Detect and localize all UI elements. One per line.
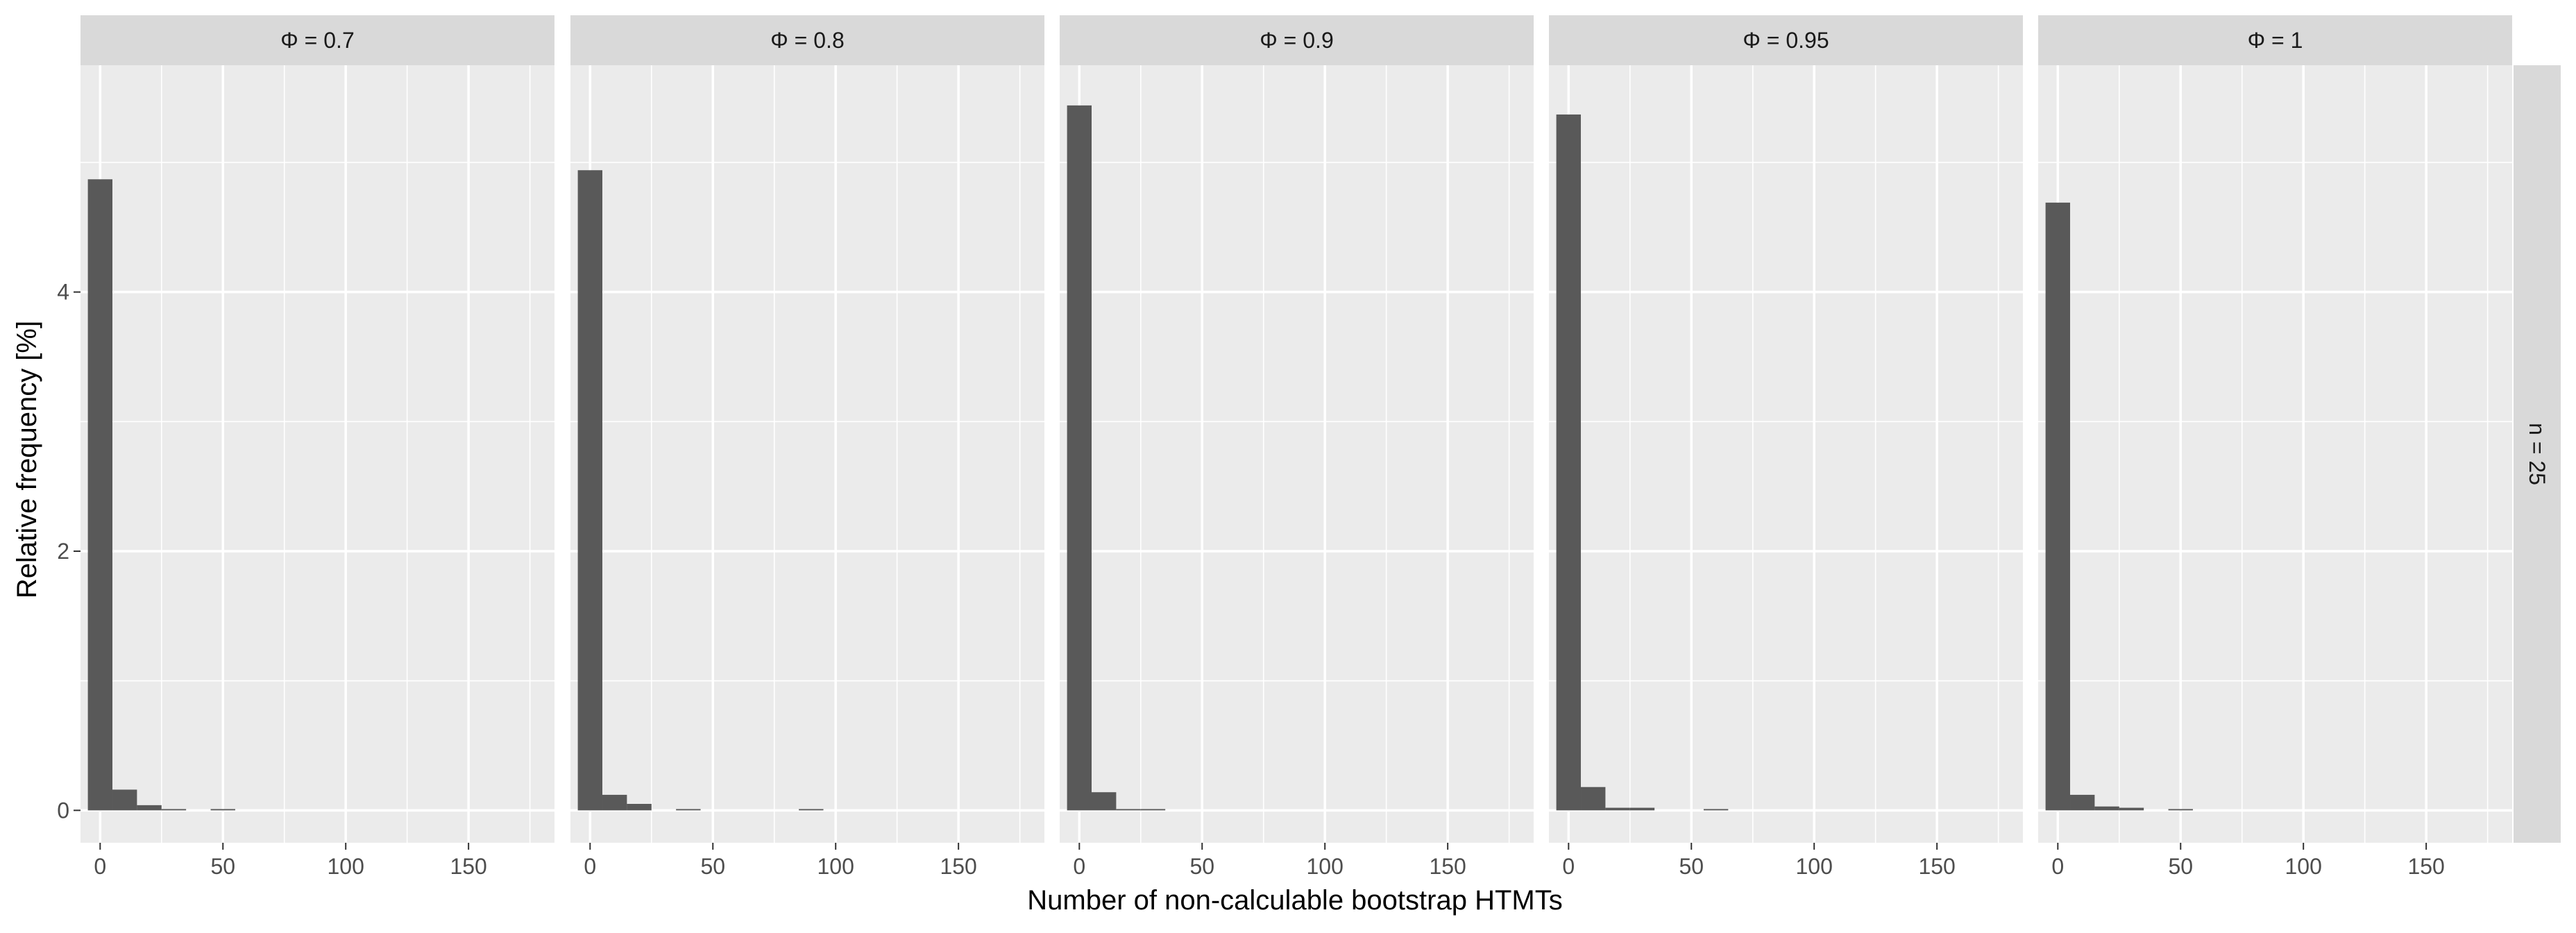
facet-panel-4: Φ = 0.95 0 50 100 150 [1549, 15, 2023, 879]
x-tick-label: 150 [1918, 854, 1955, 879]
x-tick-label: 0 [94, 854, 106, 879]
x-tick-label: 150 [1429, 854, 1466, 879]
histogram-bar [1092, 792, 1117, 811]
histogram-bar [2070, 794, 2095, 811]
facet-panel-2: Φ = 0.8 0 50 100 150 [570, 15, 1044, 879]
facet-strip-label: Φ = 1 [2248, 28, 2303, 53]
histogram-bar [676, 809, 701, 811]
y-tick-label: 0 [57, 798, 69, 823]
x-tick-label: 100 [817, 854, 854, 879]
histogram-bar [137, 805, 162, 811]
x-tick-label: 150 [450, 854, 486, 879]
histogram-bar [1140, 809, 1166, 811]
histogram-bar [1067, 105, 1092, 811]
histogram-bar [577, 170, 603, 811]
x-tick-label: 50 [2168, 854, 2193, 879]
histogram-bar [1581, 787, 1606, 811]
facet-strip-background [1549, 15, 2023, 65]
facet-panel-5: Φ = 1 0 50 100 150 [2038, 15, 2512, 879]
histogram-bar [602, 794, 627, 811]
histogram-bar [2094, 806, 2119, 811]
panel-background [1060, 65, 1534, 843]
x-tick-label: 0 [1562, 854, 1575, 879]
x-tick-label: 100 [2285, 854, 2322, 879]
x-tick-label: 50 [210, 854, 235, 879]
x-tick-label: 50 [1189, 854, 1214, 879]
facet-strip-label: Φ = 0.7 [280, 28, 354, 53]
facet-strip-label: Φ = 0.9 [1260, 28, 1333, 53]
histogram-bar [87, 179, 113, 811]
x-tick-label: 100 [328, 854, 364, 879]
histogram-bar [2045, 202, 2071, 811]
histogram-bar [2168, 809, 2193, 811]
y-tick-label: 2 [57, 539, 69, 564]
histogram-bar [1116, 809, 1141, 811]
facet-strip-right-background [2514, 65, 2561, 843]
x-tick-label: 0 [2051, 854, 2064, 879]
facet-panel-3: Φ = 0.9 0 50 100 150 [1060, 15, 1534, 879]
histogram-bar [1556, 114, 1582, 811]
histogram-bar [1605, 807, 1630, 811]
facet-strip-right: n = 25 [2514, 65, 2561, 843]
facet-strip-right-label: n = 25 [2525, 423, 2550, 485]
facet-strip-background [80, 15, 554, 65]
histogram-bar [627, 804, 652, 811]
histogram-bar [2119, 807, 2144, 811]
histogram-bar [112, 789, 137, 811]
histogram-bar [1629, 807, 1655, 811]
panel-background [2038, 65, 2512, 843]
y-tick-label: 4 [57, 280, 69, 305]
y-axis-title: Relative frequency [%] [12, 321, 42, 598]
histogram-bar [161, 809, 187, 811]
x-tick-label: 50 [1679, 854, 1704, 879]
x-tick-label: 0 [1073, 854, 1085, 879]
histogram-bar [1703, 809, 1729, 811]
panel-background [80, 65, 554, 843]
histogram-bar [210, 809, 235, 811]
facet-strip-label: Φ = 0.8 [770, 28, 844, 53]
x-tick-label: 150 [940, 854, 976, 879]
x-tick-label: 50 [700, 854, 725, 879]
facet-strip-background [1060, 15, 1534, 65]
x-tick-label: 100 [1307, 854, 1344, 879]
x-tick-label: 100 [1796, 854, 1833, 879]
facet-strip-label: Φ = 0.95 [1743, 28, 1829, 53]
panel-background [570, 65, 1044, 843]
x-tick-label: 0 [584, 854, 596, 879]
x-tick-label: 150 [2407, 854, 2444, 879]
facet-strip-background [2038, 15, 2512, 65]
panel-background [1549, 65, 2023, 843]
x-axis-title: Number of non-calculable bootstrap HTMTs [1027, 885, 1562, 916]
facet-panel-1: Φ = 0.7 0 50 100 150 0 2 4 [57, 15, 554, 879]
histogram-bar [799, 809, 824, 811]
facet-strip-background [570, 15, 1044, 65]
